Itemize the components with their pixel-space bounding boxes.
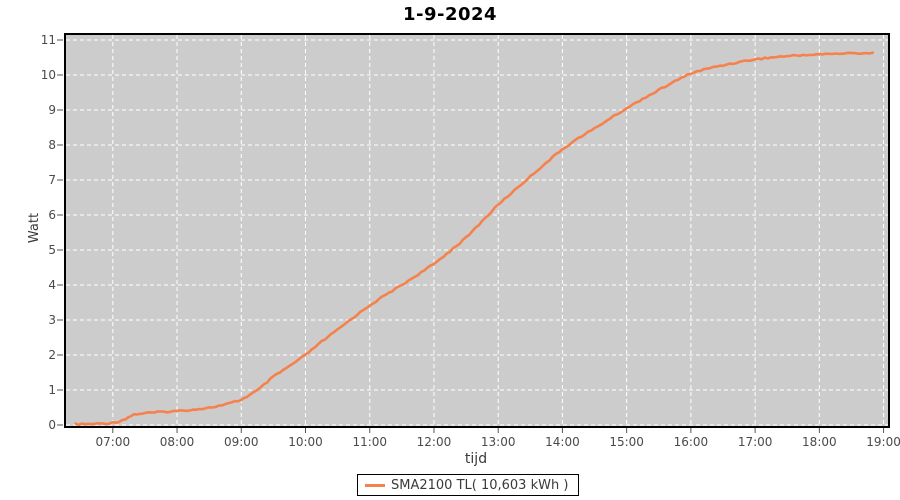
y-tick-label: 11 (40, 33, 56, 47)
series-line (74, 51, 875, 427)
y-tick-label: 4 (48, 278, 56, 292)
x-tick-label: 18:00 (802, 435, 837, 449)
x-tick-label: 13:00 (480, 435, 516, 449)
chart-title: 1-9-2024 (402, 4, 498, 25)
y-tick-label: 8 (48, 138, 56, 152)
y-tick-label: 7 (48, 173, 56, 187)
x-axis-title: tijd (464, 451, 488, 467)
x-tick-label: 10:00 (288, 435, 323, 449)
y-tick-label: 5 (48, 243, 56, 257)
plot-background (65, 34, 889, 427)
x-tick-label: 12:00 (416, 435, 452, 449)
x-tick-label: 09:00 (223, 435, 259, 449)
legend-line-swatch (365, 483, 385, 487)
y-tick-label: 9 (48, 103, 56, 117)
x-tick-label: 17:00 (737, 435, 773, 449)
x-tick-label: 19:00 (866, 435, 900, 449)
y-tick-label: 0 (48, 418, 56, 432)
y-tick-label: 10 (40, 68, 56, 82)
plot-area (57, 33, 890, 433)
y-tick-label: 2 (48, 348, 56, 362)
legend: SMA2100 TL( 10,603 kWh ) (357, 474, 580, 496)
x-tick-label: 16:00 (673, 435, 709, 449)
x-tick-label: 08:00 (159, 435, 195, 449)
plot-border (64, 33, 890, 428)
x-tick-label: 11:00 (352, 435, 388, 449)
x-tick-label: 07:00 (95, 435, 131, 449)
x-tick-label: 14:00 (545, 435, 580, 449)
y-axis-title: Watt (27, 212, 42, 244)
y-tick-label: 6 (48, 208, 56, 222)
y-tick-label: 1 (48, 383, 56, 397)
legend-label: SMA2100 TL( 10,603 kWh ) (391, 477, 569, 493)
x-tick-label: 15:00 (609, 435, 644, 449)
y-tick-label: 3 (48, 313, 56, 327)
